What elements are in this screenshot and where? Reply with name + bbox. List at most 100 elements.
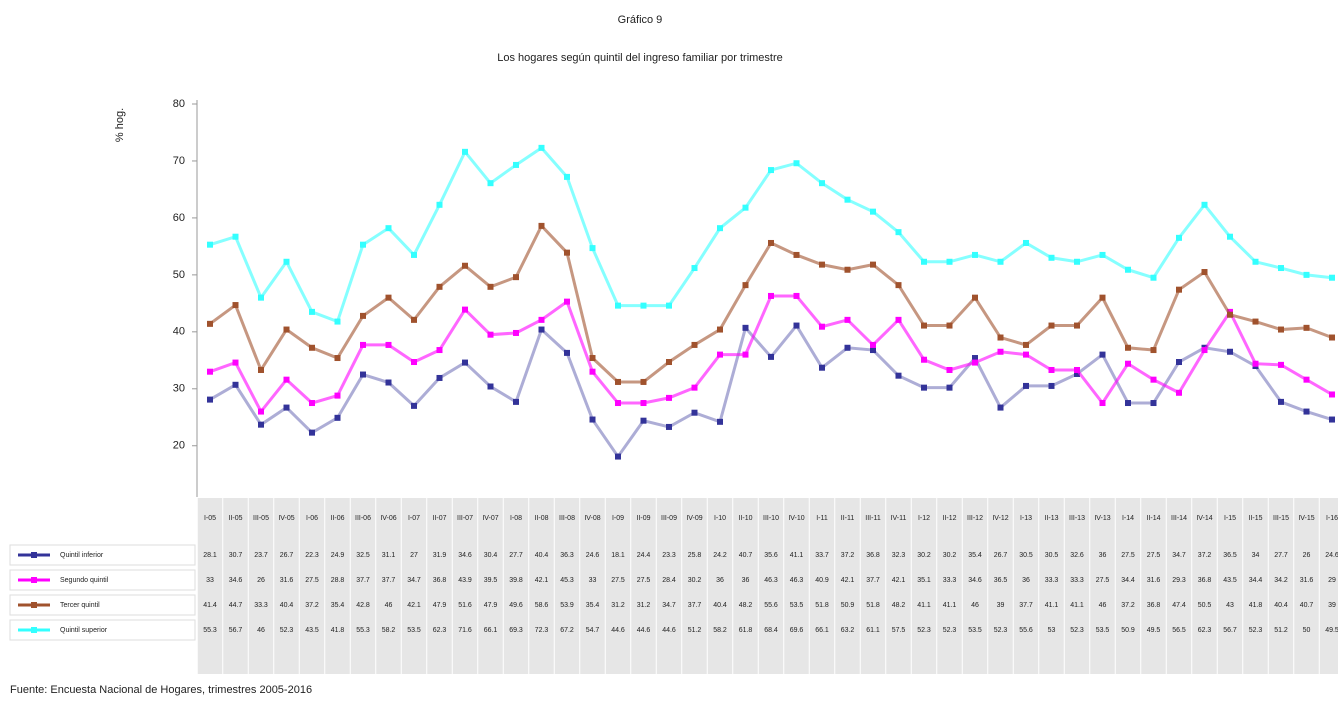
- table-value: 40.4: [535, 552, 549, 559]
- point: [1176, 389, 1182, 396]
- point: [1252, 318, 1259, 325]
- table-value: 61.1: [866, 627, 880, 634]
- table-value: 30.5: [1019, 552, 1033, 559]
- x-tick-label: I-07: [408, 515, 420, 522]
- legend-row: [9, 569, 196, 591]
- table-value: 40.7: [1300, 602, 1314, 609]
- table-value: 72.3: [535, 627, 549, 634]
- point: [385, 294, 392, 301]
- point: [1303, 271, 1310, 278]
- x-tick-label: III-09: [661, 515, 677, 522]
- point: [436, 347, 443, 354]
- point: [1048, 382, 1055, 389]
- table-value: 53.5: [1096, 627, 1110, 634]
- table-value: 29.3: [1172, 577, 1186, 584]
- table-value: 41.1: [1045, 602, 1059, 609]
- point: [487, 331, 494, 338]
- point: [462, 148, 468, 155]
- point: [589, 368, 596, 375]
- table-value: 31.9: [433, 552, 447, 559]
- table-value: 47.9: [433, 602, 447, 609]
- point: [1329, 334, 1335, 341]
- table-value: 36: [1022, 577, 1030, 584]
- point: [1048, 322, 1055, 329]
- point: [793, 251, 800, 258]
- table-value: 46: [1099, 602, 1107, 609]
- point: [309, 344, 315, 351]
- table-value: 53: [1048, 627, 1056, 634]
- table-value: 34.6: [229, 577, 243, 584]
- point: [640, 417, 647, 424]
- table-value: 44.6: [611, 627, 625, 634]
- table-value: 35.4: [331, 602, 345, 609]
- point: [487, 180, 494, 187]
- point: [742, 324, 749, 331]
- point: [793, 292, 800, 299]
- point: [1278, 265, 1284, 272]
- point: [1278, 326, 1284, 333]
- table-value: 33.3: [1070, 577, 1084, 584]
- x-tick-label: I-15: [1224, 515, 1236, 522]
- x-tick-label: II-06: [330, 515, 344, 522]
- table-value: 49.5: [1325, 627, 1338, 634]
- x-tick-label: I-12: [918, 515, 930, 522]
- point: [1023, 341, 1029, 348]
- table-value: 33.7: [815, 552, 829, 559]
- point: [283, 404, 290, 411]
- x-tick-label: II-15: [1248, 515, 1262, 522]
- table-value: 43.5: [1223, 577, 1237, 584]
- point: [283, 258, 290, 265]
- point: [717, 225, 723, 232]
- x-tick-label: III-11: [865, 515, 881, 522]
- point: [870, 341, 876, 348]
- table-value: 55.6: [764, 602, 778, 609]
- table-value: 40.4: [280, 602, 294, 609]
- table-value: 26.7: [280, 552, 294, 559]
- x-tick-label: IV-07: [482, 515, 498, 522]
- table-value: 58.2: [382, 627, 396, 634]
- point: [436, 201, 443, 208]
- point: [793, 160, 800, 167]
- table-bg: [197, 498, 1338, 674]
- table-value: 66.1: [815, 627, 829, 634]
- point: [946, 322, 953, 329]
- table-value: 24.6: [586, 552, 600, 559]
- point: [640, 378, 647, 385]
- table-value: 39.8: [509, 577, 523, 584]
- point: [207, 368, 213, 375]
- table-value: 34.4: [1249, 577, 1263, 584]
- table-value: 37.2: [305, 602, 319, 609]
- table-value: 52.3: [1070, 627, 1084, 634]
- point: [462, 262, 468, 269]
- x-tick-label: III-10: [763, 515, 779, 522]
- point: [844, 344, 851, 351]
- table-value: 54.7: [586, 627, 600, 634]
- table-value: 42.1: [892, 577, 906, 584]
- point: [895, 282, 902, 289]
- table-value: 62.3: [433, 627, 447, 634]
- point: [819, 364, 825, 371]
- table-value: 30.2: [943, 552, 957, 559]
- point: [283, 376, 290, 383]
- table-value: 22.3: [305, 552, 319, 559]
- table-value: 41.8: [331, 627, 345, 634]
- point: [1329, 416, 1335, 423]
- table-value: 46.3: [790, 577, 804, 584]
- table-value: 51.8: [866, 602, 880, 609]
- table-value: 24.2: [713, 552, 727, 559]
- point: [258, 294, 264, 301]
- point: [844, 196, 851, 203]
- point: [1150, 376, 1157, 383]
- table-value: 52.3: [943, 627, 957, 634]
- table-value: 24.6: [1325, 552, 1338, 559]
- table-value: 49.6: [509, 602, 523, 609]
- point: [411, 316, 417, 323]
- x-tick-label: II-07: [432, 515, 446, 522]
- x-tick-label: I-13: [1020, 515, 1032, 522]
- table-value: 37.7: [688, 602, 702, 609]
- point: [691, 384, 698, 391]
- point: [921, 258, 927, 265]
- x-tick-label: III-12: [967, 515, 983, 522]
- table-value: 28.1: [203, 552, 217, 559]
- point: [768, 239, 774, 246]
